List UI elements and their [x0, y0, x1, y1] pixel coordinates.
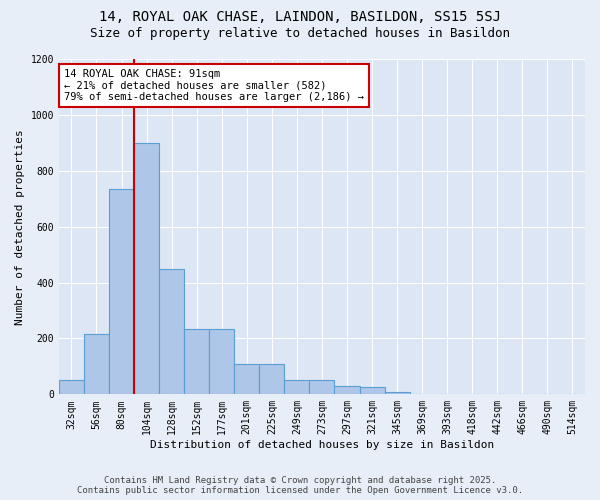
Bar [259, 364, 284, 394]
Bar [159, 268, 184, 394]
Text: 14 ROYAL OAK CHASE: 91sqm
← 21% of detached houses are smaller (582)
79% of semi: 14 ROYAL OAK CHASE: 91sqm ← 21% of detac… [64, 69, 364, 102]
Bar [209, 328, 234, 394]
Bar [134, 143, 159, 395]
Bar [59, 380, 84, 394]
Text: Size of property relative to detached houses in Basildon: Size of property relative to detached ho… [90, 28, 510, 40]
Bar [84, 334, 109, 394]
Bar [234, 364, 259, 394]
X-axis label: Distribution of detached houses by size in Basildon: Distribution of detached houses by size … [150, 440, 494, 450]
Bar [310, 380, 334, 394]
Bar [284, 380, 310, 394]
Text: Contains HM Land Registry data © Crown copyright and database right 2025.
Contai: Contains HM Land Registry data © Crown c… [77, 476, 523, 495]
Bar [184, 328, 209, 394]
Bar [109, 189, 134, 394]
Bar [334, 386, 359, 394]
Bar [385, 392, 410, 394]
Text: 14, ROYAL OAK CHASE, LAINDON, BASILDON, SS15 5SJ: 14, ROYAL OAK CHASE, LAINDON, BASILDON, … [99, 10, 501, 24]
Bar [359, 388, 385, 394]
Y-axis label: Number of detached properties: Number of detached properties [15, 129, 25, 324]
